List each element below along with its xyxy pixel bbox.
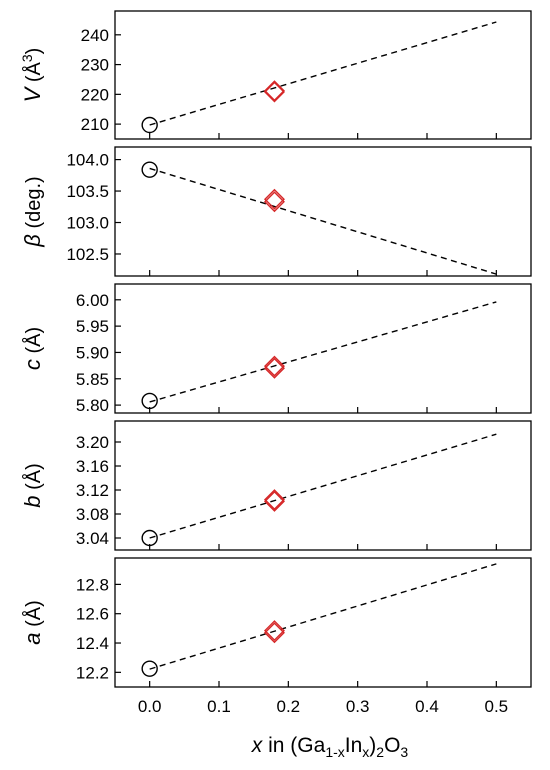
y-axis-unit-sup: 3	[19, 54, 35, 62]
y-axis-label: β (deg.)	[20, 176, 45, 247]
y-axis-symbol: b	[20, 495, 45, 507]
fit-line	[149, 167, 497, 275]
x-axis: 0.0 0.1 0.2 0.3 0.4 0.5	[138, 697, 508, 716]
y-axis-label: V (Å3)	[19, 48, 45, 103]
data-point-diamond	[263, 357, 285, 379]
data-point-diamond	[263, 80, 285, 102]
y-axis-unit: (Å)	[22, 600, 45, 632]
x-tick-label: 0.2	[277, 697, 301, 716]
y-axis-unit-close: )	[23, 48, 45, 55]
y-tick-label: 6.00	[76, 291, 109, 310]
y-axis-symbol: V	[20, 85, 45, 102]
panel-frame	[114, 557, 532, 688]
data-point-diamond	[263, 622, 285, 644]
data-point-diamond	[263, 620, 285, 642]
panel-2: 102.5 103.0 103.5 104.0 β (deg.)	[20, 146, 532, 277]
y-tick-label: 103.0	[66, 214, 109, 233]
y-axis-unit: (Å)	[22, 327, 45, 359]
x-tick-label: 0.5	[485, 697, 509, 716]
y-tick-label: 240	[81, 26, 109, 45]
panel-1: 210 220 230 240 V (Å3)	[19, 10, 532, 140]
y-tick-label: 5.80	[76, 396, 109, 415]
data-point-circle	[141, 392, 158, 410]
y-tick-label: 12.8	[76, 575, 109, 594]
x-axis-label: x in (Ga1-xInx)2O3	[251, 734, 409, 760]
panel-frame	[114, 146, 532, 277]
panel-frame	[114, 10, 532, 140]
fit-line	[149, 301, 497, 403]
panel-frame	[114, 420, 532, 551]
y-tick-label: 5.90	[76, 343, 109, 362]
y-axis-unit: (deg.)	[23, 176, 45, 234]
y-axis-unit: (Å)	[22, 463, 45, 495]
panel-frame	[114, 283, 532, 414]
data-point-diamond	[263, 355, 285, 377]
y-tick-label: 3.20	[76, 433, 109, 452]
data-point-diamond	[263, 191, 285, 213]
y-tick-label: 5.85	[76, 370, 109, 389]
y-tick-label: 12.4	[76, 634, 109, 653]
y-tick-label: 3.16	[76, 457, 109, 476]
panel-4: 3.04 3.08 3.12 3.16 3.20 b (Å)	[20, 420, 532, 551]
x-tick-label: 0.4	[415, 697, 439, 716]
x-tick-label: 0.1	[207, 697, 231, 716]
y-tick-label: 3.12	[76, 481, 109, 500]
panel-3: 5.80 5.85 5.90 5.95 6.00 c (Å)	[20, 283, 532, 415]
data-point-circle	[141, 116, 158, 134]
data-point-diamond	[263, 81, 285, 103]
fit-line	[149, 21, 497, 126]
y-tick-label: 103.5	[66, 182, 109, 201]
data-point-circle	[141, 161, 158, 178]
y-tick-label: 210	[81, 115, 109, 134]
y-tick-label: 104.0	[66, 151, 109, 170]
y-tick-label: 5.95	[76, 317, 109, 336]
panel-5: 12.2 12.4 12.6 12.8 a (Å)	[20, 557, 532, 688]
y-axis-label: c (Å)	[20, 327, 45, 370]
y-tick-label: 3.04	[76, 529, 109, 548]
y-tick-label: 230	[81, 56, 109, 75]
x-tick-label: 0.3	[346, 697, 370, 716]
y-tick-label: 12.6	[76, 605, 109, 624]
y-tick-label: 12.2	[76, 663, 109, 682]
y-tick-label: 102.5	[66, 245, 109, 264]
data-point-circle	[141, 529, 158, 547]
y-axis-unit: (Å	[22, 61, 45, 87]
y-axis-symbol: β	[20, 234, 45, 248]
chart-panels: 210 220 230 240 V (Å3) 102.5 103.0 103.5 104.0 β …	[19, 10, 532, 688]
data-point-diamond	[263, 490, 285, 512]
y-axis-label: a (Å)	[20, 600, 45, 644]
data-point-diamond	[263, 489, 285, 511]
y-axis-label: b (Å)	[20, 463, 45, 507]
fit-line	[149, 563, 497, 670]
y-tick-label: 220	[81, 85, 109, 104]
data-point-circle	[141, 660, 158, 677]
x-tick-label: 0.0	[138, 697, 162, 716]
y-axis-symbol: c	[20, 359, 45, 370]
data-point-diamond	[263, 188, 285, 210]
y-tick-label: 3.08	[76, 505, 109, 524]
fit-line	[149, 433, 497, 539]
y-axis-symbol: a	[20, 632, 45, 644]
